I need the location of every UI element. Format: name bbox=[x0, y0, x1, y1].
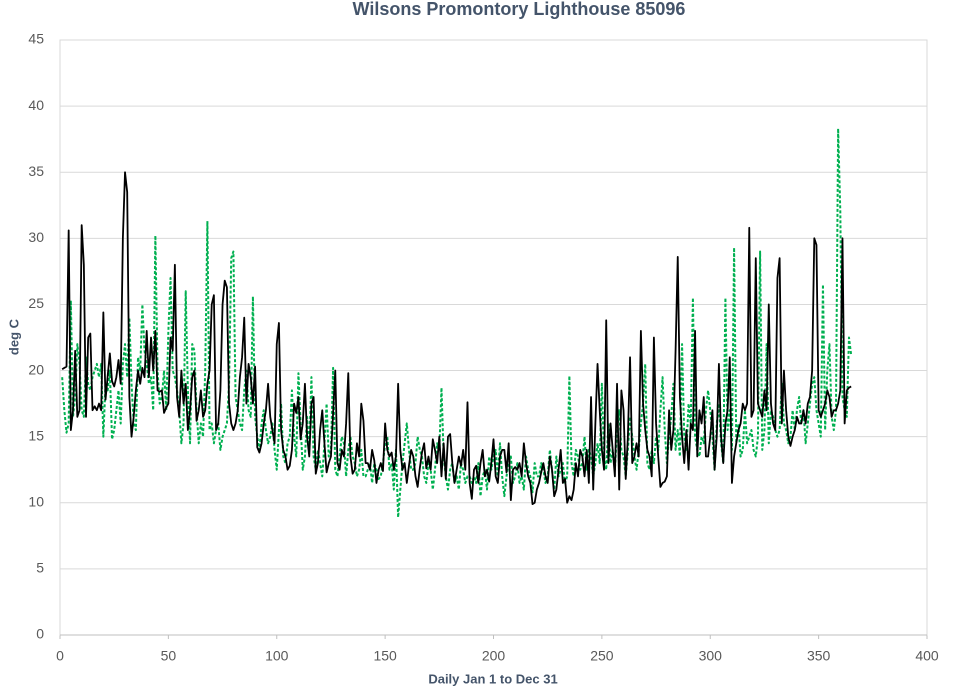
x-tick-label: 100 bbox=[265, 648, 289, 664]
y-tick-label: 15 bbox=[28, 427, 44, 443]
x-tick-label: 200 bbox=[482, 648, 506, 664]
y-tick-label: 20 bbox=[28, 361, 44, 377]
y-tick-label: 0 bbox=[36, 626, 44, 642]
x-axis-label: Daily Jan 1 to Dec 31 bbox=[428, 671, 557, 686]
y-tick-label: 30 bbox=[28, 229, 44, 245]
chart-title: Wilsons Promontory Lighthouse 85096 bbox=[353, 0, 686, 19]
series-line bbox=[61, 171, 852, 505]
y-tick-label: 25 bbox=[28, 295, 44, 311]
series-line bbox=[61, 127, 853, 519]
x-tick-label: 0 bbox=[56, 648, 64, 664]
y-tick-label: 45 bbox=[28, 31, 44, 47]
x-tick-label: 350 bbox=[807, 648, 831, 664]
x-tick-label: 400 bbox=[915, 648, 939, 664]
x-tick-label: 300 bbox=[699, 648, 723, 664]
y-axis-label: deg C bbox=[6, 318, 21, 355]
plot-frame bbox=[59, 39, 928, 636]
x-tick-label: 50 bbox=[161, 648, 177, 664]
x-tick-label: 250 bbox=[590, 648, 614, 664]
y-tick-label: 5 bbox=[36, 560, 44, 576]
x-tick-label: 150 bbox=[373, 648, 397, 664]
y-tick-label: 10 bbox=[28, 493, 44, 509]
y-tick-label: 35 bbox=[28, 163, 44, 179]
y-tick-label: 40 bbox=[28, 97, 44, 113]
